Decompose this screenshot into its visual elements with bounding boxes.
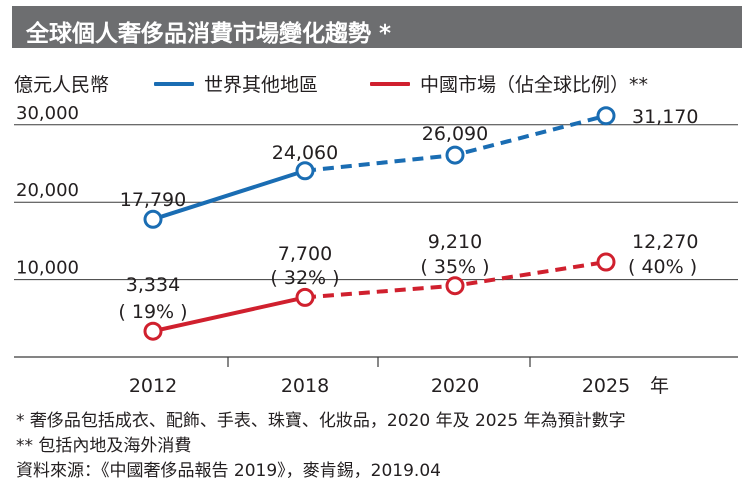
line-chart: 10,000 20,000 30,000 2012 2018 2020 2025 年 17,79… [14, 103, 738, 397]
legend-swatch-global [154, 82, 194, 86]
footnote-2: ** 包括內地及海外消費 [16, 436, 192, 456]
legend-swatch-china [370, 82, 410, 86]
data-label: 26,090 [422, 123, 488, 145]
legend-label-china: 中國市場（佔全球比例）** [420, 74, 649, 96]
y-unit-label: 億元人民幣 [14, 74, 110, 96]
footnote-1: * 奢侈品包括成衣、配飾、手表、珠寶、化妝品，2020 年及 2025 年為預計… [16, 411, 626, 431]
data-point [143, 321, 163, 341]
data-point [143, 209, 163, 229]
data-label: 12,270 [632, 231, 698, 253]
data-point [295, 161, 315, 181]
y-tick-label: 10,000 [16, 258, 79, 279]
data-point [596, 252, 616, 272]
x-tick-label: 2018 [281, 375, 329, 397]
share-label: ( 19% ) [118, 301, 187, 323]
data-label: 7,700 [278, 243, 332, 265]
share-label: ( 32% ) [270, 267, 339, 289]
y-tick-label: 30,000 [16, 103, 79, 124]
data-label: 17,790 [120, 189, 186, 211]
x-unit-label: 年 [650, 375, 669, 397]
data-point [445, 145, 465, 165]
series-line-actual [151, 295, 307, 334]
x-tick-label: 2012 [129, 375, 177, 397]
data-point [295, 287, 315, 307]
x-tick-label: 2025 [582, 375, 630, 397]
data-point [445, 276, 465, 296]
data-point [596, 106, 616, 126]
x-tick-label: 2020 [431, 375, 479, 397]
share-label: ( 35% ) [420, 256, 489, 278]
data-label: 3,334 [126, 274, 180, 296]
y-tick-label: 20,000 [16, 180, 79, 201]
series-line-actual [151, 168, 307, 222]
chart-title: 全球個人奢侈品消費市場變化趨勢 * [26, 21, 392, 47]
title-bar: 全球個人奢侈品消費市場變化趨勢 * [12, 6, 742, 48]
legend-label-global: 世界其他地區 [204, 74, 319, 96]
data-label: 24,060 [272, 142, 338, 164]
footnote-3: 資料來源：《中國奢侈品報告 2019》，麥肯錫，2019.04 [16, 461, 441, 481]
data-label: 31,170 [632, 106, 698, 128]
share-label: ( 40% ) [628, 256, 697, 278]
data-label: 9,210 [428, 231, 482, 253]
